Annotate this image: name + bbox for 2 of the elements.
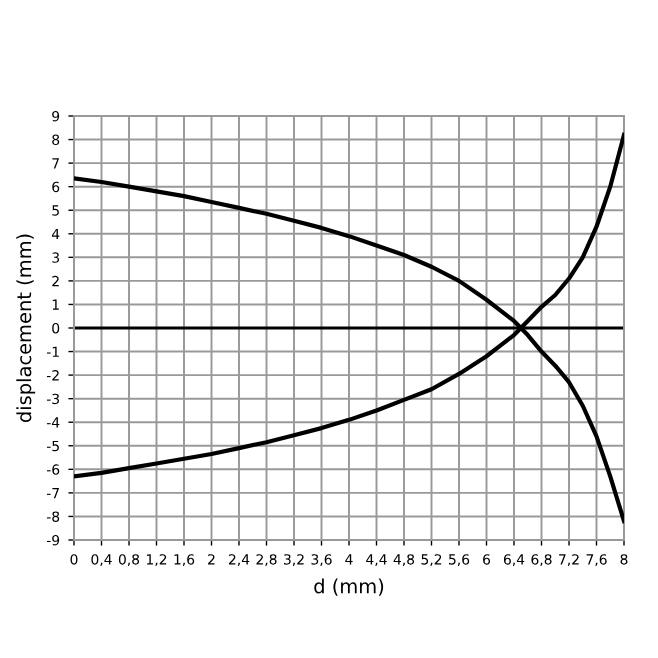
x-axis-title: d (mm) [314, 578, 384, 596]
y-axis-title: displacement (mm) [16, 234, 36, 423]
